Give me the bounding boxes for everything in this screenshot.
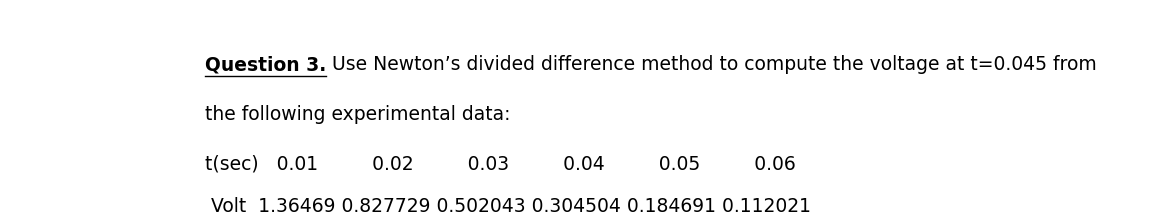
Text: Use Newton’s divided difference method to compute the voltage at t=0.045 from: Use Newton’s divided difference method t… [326, 55, 1097, 74]
Text: Volt  1.36469 0.827729 0.502043 0.304504 0.184691 0.112021: Volt 1.36469 0.827729 0.502043 0.304504 … [205, 197, 811, 214]
Text: the following experimental data:: the following experimental data: [205, 105, 511, 124]
Text: Question 3.: Question 3. [205, 55, 326, 74]
Text: t(sec)   0.01         0.02         0.03         0.04         0.05         0.06: t(sec) 0.01 0.02 0.03 0.04 0.05 0.06 [205, 154, 796, 173]
